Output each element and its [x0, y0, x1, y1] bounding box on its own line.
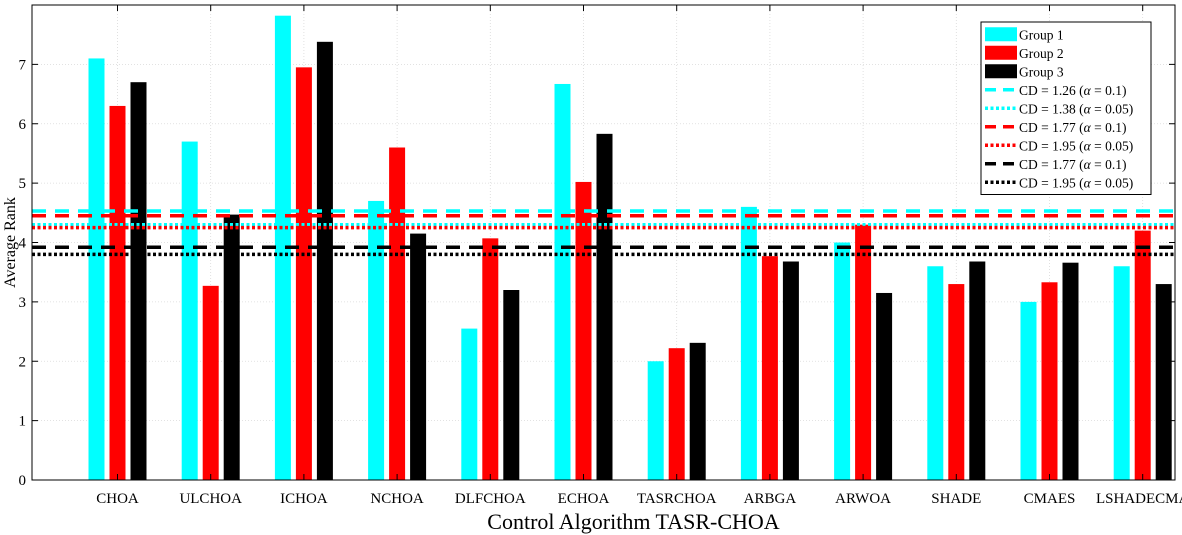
bar — [130, 82, 147, 480]
bar — [689, 342, 706, 480]
bar — [223, 214, 240, 480]
bar — [876, 292, 893, 480]
legend-label: Group 1 — [1019, 27, 1064, 42]
bar — [295, 67, 312, 480]
legend-label: CD = 1.38 (α = 0.05) — [1019, 101, 1133, 116]
x-tick-label: SHADE — [931, 491, 981, 507]
legend-label: CD = 1.77 (α = 0.1) — [1019, 157, 1126, 172]
bar — [316, 41, 333, 480]
bar — [88, 58, 105, 480]
y-tick-label: 1 — [19, 414, 27, 430]
y-tick-label: 5 — [19, 176, 27, 192]
bar — [855, 224, 872, 480]
bar — [274, 15, 291, 480]
bar — [969, 261, 986, 480]
legend-swatch — [985, 27, 1017, 42]
bar — [202, 285, 219, 480]
y-tick-label: 6 — [19, 117, 27, 133]
bar — [181, 141, 198, 480]
bar — [109, 105, 126, 480]
bar — [1134, 230, 1151, 480]
x-tick-label: CHOA — [96, 491, 139, 507]
bar — [782, 261, 799, 480]
y-tick-label: 3 — [19, 295, 27, 311]
bar — [668, 348, 685, 480]
x-tick-label: ARWOA — [835, 491, 891, 507]
bar — [1041, 282, 1058, 480]
x-tick-label: LSHADECMA — [1096, 491, 1182, 507]
legend-swatch — [985, 45, 1017, 60]
x-tick-label: NCHOA — [370, 491, 424, 507]
bar — [948, 284, 965, 480]
x-tick-label: ICHOA — [280, 491, 328, 507]
x-tick-label: ECHOA — [558, 491, 610, 507]
bar — [927, 266, 944, 480]
bar — [1020, 301, 1037, 480]
bar — [647, 361, 664, 480]
bar — [410, 233, 427, 480]
legend-label: CD = 1.26 (α = 0.1) — [1019, 83, 1126, 98]
x-tick-label: DLFCHOA — [455, 491, 526, 507]
cd-lines — [32, 209, 1175, 257]
legend-label: CD = 1.95 (α = 0.05) — [1019, 138, 1133, 153]
legend: Group 1 Group 2 Group 3 CD = 1.26 (α = 0.1)… — [980, 21, 1152, 195]
y-tick-label: 7 — [19, 57, 27, 73]
bar — [368, 200, 385, 480]
bar — [575, 181, 592, 480]
bar — [554, 83, 571, 480]
bar — [740, 206, 757, 480]
bar — [1113, 266, 1130, 480]
bar — [1155, 284, 1172, 480]
bar — [503, 290, 520, 480]
legend-label: CD = 1.77 (α = 0.1) — [1019, 120, 1126, 135]
legend-swatch — [985, 64, 1017, 79]
bar — [834, 242, 851, 480]
bar — [761, 256, 778, 480]
x-axis-title: Control Algorithm TASR-CHOA — [487, 509, 780, 534]
x-tick-label: ARBGA — [744, 491, 797, 507]
legend-label: CD = 1.95 (α = 0.05) — [1019, 175, 1133, 190]
y-tick-label: 0 — [19, 473, 27, 489]
legend-label: Group 2 — [1019, 46, 1064, 61]
x-ticks: CHOA ULCHOA ICHOA NCHOA DLFCHOA ECHOA TASRCHOA… — [96, 5, 1182, 507]
bar — [596, 133, 613, 480]
y-tick-label: 4 — [19, 236, 27, 252]
bar — [482, 238, 499, 480]
bar — [461, 328, 478, 480]
x-tick-label: ULCHOA — [179, 491, 242, 507]
bar — [1062, 262, 1079, 480]
x-tick-label: CMAES — [1024, 491, 1076, 507]
bars — [88, 15, 1172, 480]
legend-label: Group 3 — [1019, 64, 1064, 79]
y-ticks: 0 1 2 3 4 5 6 7 — [19, 57, 1175, 489]
y-axis-title: Average Rank — [2, 197, 19, 288]
y-tick-label: 2 — [19, 354, 27, 370]
x-tick-label: TASRCHOA — [637, 491, 717, 507]
bar — [389, 147, 406, 480]
